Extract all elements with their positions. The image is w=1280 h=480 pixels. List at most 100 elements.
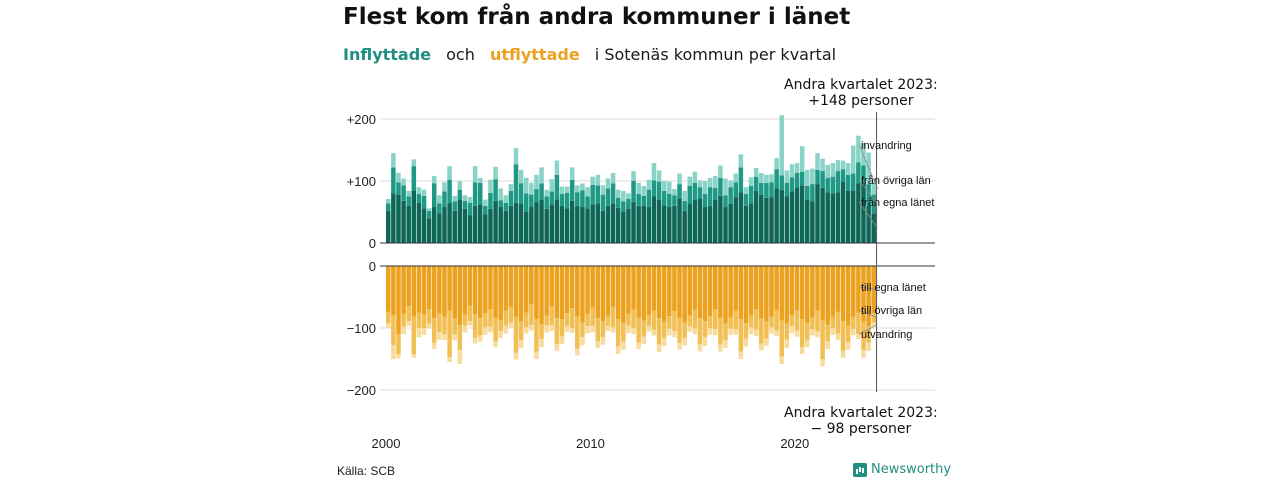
bar-inflow-lanet — [794, 187, 800, 243]
bar-outflow-utvandring — [467, 321, 473, 326]
bar-chart-icon — [853, 462, 867, 477]
bar-outflow-lanet — [769, 266, 774, 317]
bar-inflow-invandring — [661, 181, 667, 191]
bar-outflow-utvandring — [789, 326, 795, 333]
bar-inflow-invandring — [702, 181, 708, 195]
bar-outflow-ovriga — [539, 324, 544, 340]
bar-outflow-lanet — [661, 266, 667, 322]
bar-inflow-lanet — [764, 197, 769, 243]
bar-inflow-ovriga — [477, 182, 483, 205]
bar-outflow-utvandring — [784, 339, 790, 348]
bar-inflow-invandring — [431, 176, 437, 184]
bar-inflow-ovriga — [840, 169, 846, 182]
bar-outflow-utvandring — [462, 325, 468, 333]
bar-outflow-ovriga — [810, 317, 815, 330]
bar-outflow-utvandring — [794, 330, 800, 337]
bar-outflow-ovriga — [416, 312, 422, 328]
bar-outflow-ovriga — [498, 319, 503, 332]
bar-outflow-utvandring — [636, 342, 641, 350]
bar-inflow-lanet — [820, 187, 825, 243]
bar-inflow-lanet — [713, 199, 718, 243]
bar-inflow-ovriga — [391, 167, 396, 194]
bar-inflow-lanet — [748, 203, 754, 243]
bar-inflow-lanet — [457, 199, 463, 243]
bar-inflow-invandring — [815, 153, 820, 170]
bar-inflow-lanet — [753, 190, 759, 243]
bar-inflow-ovriga — [728, 187, 733, 204]
bar-inflow-invandring — [851, 145, 856, 174]
bar-inflow-invandring — [810, 168, 815, 185]
bar-inflow-lanet — [830, 193, 836, 243]
bar-outflow-utvandring — [442, 334, 447, 340]
bar-outflow-utvandring — [626, 326, 631, 333]
bar-inflow-ovriga — [585, 196, 590, 209]
bar-inflow-ovriga — [523, 193, 529, 212]
bar-inflow-ovriga — [529, 194, 534, 208]
bar-inflow-invandring — [805, 169, 810, 186]
callout-outflow-line2: − 98 personer — [810, 421, 912, 437]
bar-outflow-lanet — [575, 266, 580, 317]
axis-labels: +200 +100 0 0 −100 −200 2000 2010 2020 — [347, 112, 810, 451]
bar-outflow-lanet — [523, 266, 529, 313]
bar-inflow-ovriga — [682, 200, 687, 211]
bar-inflow-invandring — [641, 185, 647, 196]
bar-outflow-ovriga — [431, 318, 437, 343]
bar-outflow-utvandring — [483, 327, 488, 335]
bar-inflow-invandring — [590, 176, 595, 185]
bar-inflow-lanet — [661, 205, 667, 243]
bar-inflow-invandring — [600, 185, 606, 195]
bar-inflow-ovriga — [595, 185, 601, 204]
bar-inflow-invandring — [605, 178, 611, 189]
bar-outflow-ovriga — [835, 311, 841, 334]
bar-outflow-utvandring — [723, 340, 728, 348]
bar-inflow-invandring — [396, 172, 401, 183]
bar-outflow-utvandring — [707, 328, 713, 335]
bar-inflow-invandring — [769, 174, 774, 183]
series-label-connector — [858, 286, 878, 290]
bar-outflow-utvandring — [692, 328, 698, 335]
bar-outflow-ovriga — [687, 315, 692, 327]
bar-outflow-utvandring — [774, 330, 779, 337]
bar-inflow-ovriga — [779, 175, 784, 190]
bar-inflow-invandring — [728, 180, 733, 188]
bar-inflow-ovriga — [651, 180, 657, 197]
bar-outflow-lanet — [462, 266, 468, 315]
bar-outflow-lanet — [544, 266, 549, 316]
bar-outflow-ovriga — [493, 318, 498, 342]
bar-outflow-lanet — [733, 266, 738, 311]
bar-inflow-ovriga — [713, 187, 718, 200]
bar-inflow-invandring — [523, 177, 529, 194]
bar-inflow-ovriga — [743, 194, 749, 206]
series-label-outflow: till egna länet — [861, 282, 926, 294]
bar-inflow-lanet — [626, 208, 631, 243]
bar-outflow-lanet — [743, 266, 749, 324]
bar-outflow-ovriga — [702, 321, 708, 338]
bar-outflow-lanet — [452, 266, 457, 319]
bar-outflow-lanet — [784, 266, 790, 324]
bar-inflow-lanet — [590, 204, 595, 243]
bar-outflow-ovriga — [733, 310, 738, 330]
bar-outflow-utvandring — [518, 340, 524, 348]
bar-outflow-ovriga — [779, 320, 784, 357]
bar-outflow-ovriga — [386, 311, 391, 324]
bar-inflow-ovriga — [866, 184, 871, 206]
bar-inflow-invandring — [549, 179, 555, 192]
bar-outflow-utvandring — [534, 351, 539, 359]
bar-outflow-lanet — [416, 266, 422, 313]
bar-outflow-utvandring — [411, 354, 417, 358]
bar-outflow-ovriga — [554, 318, 560, 345]
bar-outflow-ovriga — [707, 316, 713, 328]
bar-inflow-invandring — [575, 185, 580, 193]
subtitle-and-word: och — [446, 45, 475, 64]
bar-inflow-invandring — [457, 181, 463, 190]
bar-inflow-lanet — [595, 203, 601, 243]
bar-outflow-utvandring — [820, 359, 825, 367]
x-tick-label: 2010 — [576, 436, 605, 451]
bar-outflow-lanet — [447, 266, 452, 311]
bar-inflow-ovriga — [406, 196, 411, 206]
bar-inflow-ovriga — [401, 185, 406, 201]
bar-outflow-lanet — [636, 266, 641, 318]
bar-inflow-lanet — [687, 203, 692, 243]
bar-inflow-invandring — [626, 193, 631, 199]
bar-inflow-invandring — [406, 190, 411, 197]
